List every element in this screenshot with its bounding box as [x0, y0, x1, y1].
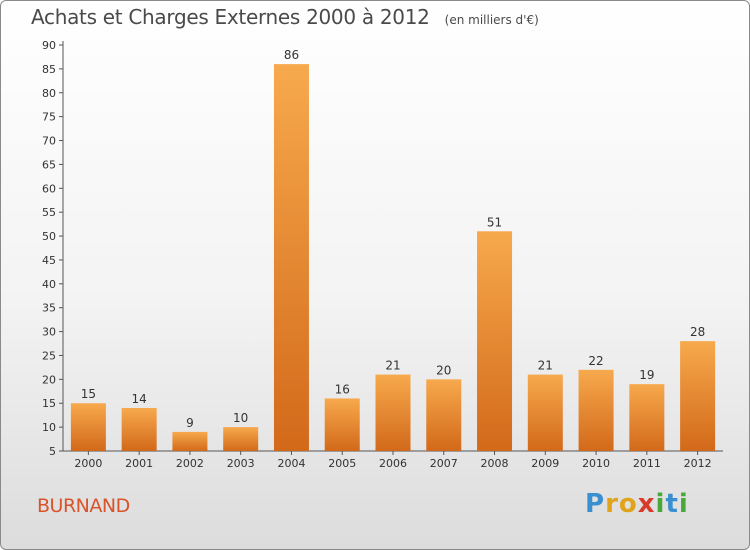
logo-letter: i: [655, 489, 666, 519]
value-label-2007: 20: [436, 363, 451, 377]
x-tick-label-2000: 2000: [74, 457, 102, 470]
axes: 5 10 15 20 25 30 35 40 45 50 55 60 65 70 75 80 85 90 2000 2…: [42, 39, 723, 470]
value-label-2002: 9: [186, 416, 194, 430]
bar-2003: [223, 427, 259, 451]
y-tick-label: 10: [42, 421, 56, 434]
y-tick-label: 25: [42, 349, 56, 362]
bar-2008: [477, 231, 513, 451]
bar-2005: [324, 398, 360, 451]
y-tick-label: 5: [49, 445, 56, 458]
x-tick-label-2003: 2003: [227, 457, 255, 470]
value-label-2005: 16: [335, 382, 350, 396]
y-tick-label: 60: [42, 182, 56, 195]
bar-2007: [426, 379, 462, 451]
y-tick-label: 35: [42, 302, 56, 315]
chart-title: Achats et Charges Externes 2000 à 2012 (…: [31, 5, 539, 29]
value-label-2004: 86: [284, 48, 299, 62]
logo-letter: o: [618, 489, 638, 519]
y-tick-label: 20: [42, 373, 56, 386]
x-tick-label-2005: 2005: [328, 457, 356, 470]
logo-letter: t: [665, 489, 679, 519]
y-tick-label: 75: [42, 111, 56, 124]
y-tick-label: 90: [42, 39, 56, 52]
bar-2000: [70, 403, 106, 451]
x-tick-label-2007: 2007: [430, 457, 458, 470]
logo-letter: i: [678, 489, 689, 519]
x-tick-label-2010: 2010: [582, 457, 610, 470]
value-label-2006: 21: [385, 359, 400, 373]
value-label-2010: 22: [588, 354, 603, 368]
proxiti-logo: Proxiti: [585, 489, 689, 519]
value-labels: 15 14 9 10 86 16 21 20 51 21 22 19 28: [81, 48, 706, 430]
bar-2006: [375, 374, 411, 451]
x-tick-label-2002: 2002: [176, 457, 204, 470]
value-label-2011: 19: [639, 368, 654, 382]
logo-letter: r: [605, 489, 619, 519]
value-label-2001: 14: [132, 392, 147, 406]
value-label-2012: 28: [690, 325, 705, 339]
bars: [70, 64, 716, 451]
x-tick-label-2001: 2001: [125, 457, 153, 470]
bar-2012: [680, 341, 716, 451]
bar-2004: [273, 64, 309, 451]
bar-2002: [172, 431, 208, 451]
y-tick-label: 85: [42, 63, 56, 76]
x-tick-label-2009: 2009: [531, 457, 559, 470]
y-tick-label: 30: [42, 326, 56, 339]
unit-note: (en milliers d'€): [444, 13, 539, 27]
value-label-2009: 21: [538, 359, 553, 373]
bar-2010: [578, 369, 614, 451]
bar-2011: [629, 384, 665, 451]
chart-title-text: Achats et Charges Externes 2000 à 2012: [31, 5, 430, 29]
y-tick-label: 65: [42, 158, 56, 171]
x-tick-label-2008: 2008: [481, 457, 509, 470]
y-tick-label: 55: [42, 206, 56, 219]
y-tick-label: 50: [42, 230, 56, 243]
value-label-2000: 15: [81, 387, 96, 401]
y-tick-label: 15: [42, 397, 56, 410]
logo-letter: P: [585, 489, 606, 519]
value-label-2008: 51: [487, 215, 502, 229]
bar-2009: [527, 374, 563, 451]
y-tick-label: 40: [42, 278, 56, 291]
commune-name: BURNAND: [37, 495, 130, 517]
x-tick-label-2004: 2004: [277, 457, 305, 470]
y-tick-label: 70: [42, 135, 56, 148]
x-tick-label-2012: 2012: [684, 457, 712, 470]
x-tick-label-2006: 2006: [379, 457, 407, 470]
x-tick-label-2011: 2011: [633, 457, 661, 470]
value-label-2003: 10: [233, 411, 248, 425]
y-tick-label: 45: [42, 254, 56, 267]
logo-letter: x: [637, 489, 656, 519]
bar-2001: [121, 408, 157, 451]
y-tick-label: 80: [42, 87, 56, 100]
